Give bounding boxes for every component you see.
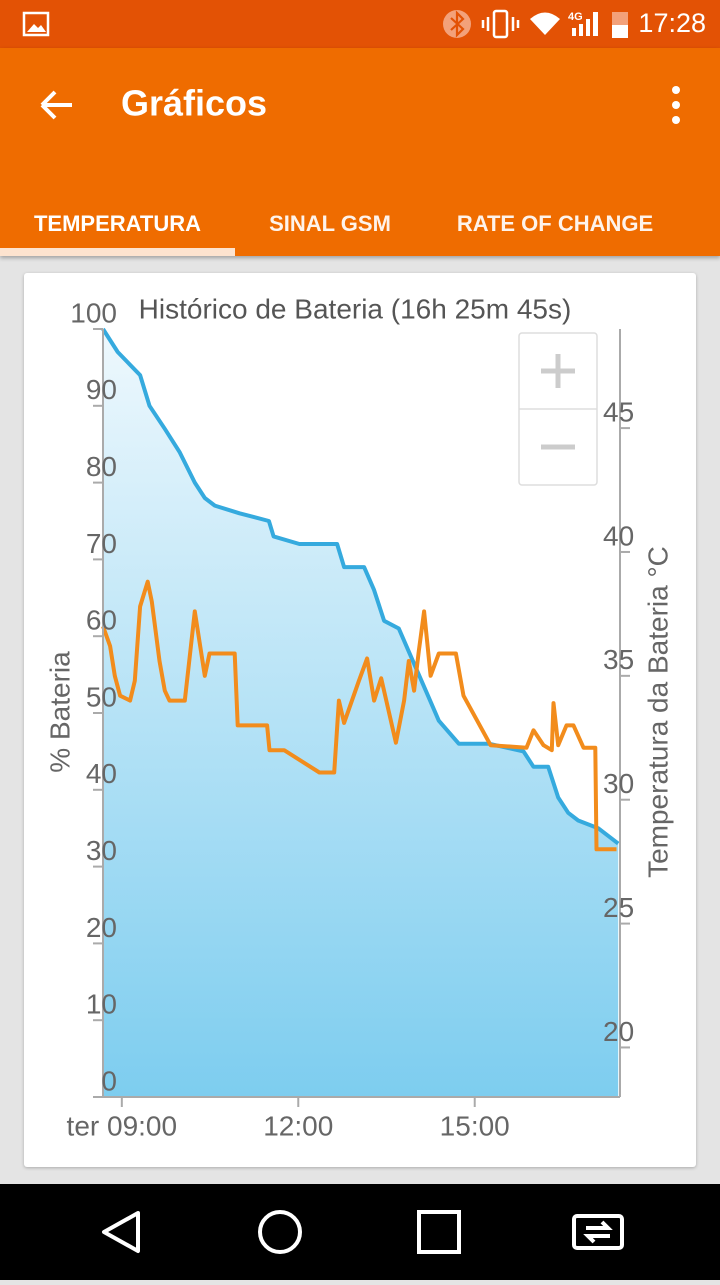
y2-tick-label: 20 bbox=[603, 1016, 634, 1047]
y2-tick-label: 40 bbox=[603, 520, 634, 551]
nav-home[interactable] bbox=[258, 1210, 302, 1254]
bluetooth-glyph bbox=[450, 10, 465, 38]
y2-tick-label: 35 bbox=[603, 644, 634, 675]
y2-axis-label: Temperatura da Bateria °C bbox=[642, 546, 673, 878]
vibrate-waves bbox=[481, 17, 520, 31]
status-bar: 4G 17:28 bbox=[0, 0, 720, 48]
chart: Histórico de Bateria (16h 25m 45s) % Bat… bbox=[44, 293, 673, 1141]
network-type: 4G bbox=[568, 11, 583, 23]
nav-back[interactable] bbox=[102, 1211, 140, 1253]
y-axis-label: % Bateria bbox=[44, 651, 75, 773]
line bbox=[101, 327, 620, 846]
y-tick-label: 80 bbox=[86, 451, 117, 482]
y-tick-label: 0 bbox=[101, 1065, 117, 1096]
y2-tick-label: 30 bbox=[603, 768, 634, 799]
y-tick-label: 40 bbox=[86, 758, 117, 789]
signal-icon bbox=[572, 12, 598, 36]
wifi-icon bbox=[530, 12, 560, 35]
y-tick-label: 10 bbox=[86, 989, 117, 1020]
vibrate-icon bbox=[492, 9, 509, 39]
overflow-menu[interactable] bbox=[672, 86, 680, 124]
tab[interactable]: TEMPERATURA bbox=[33, 211, 202, 236]
y2-tick-label: 25 bbox=[603, 892, 634, 923]
y-tick-label: 90 bbox=[86, 374, 117, 405]
x-tick-label: 15:00 bbox=[440, 1110, 510, 1141]
chart-title: Histórico de Bateria (16h 25m 45s) bbox=[139, 293, 572, 324]
back-button[interactable] bbox=[40, 90, 72, 120]
gallery-icon bbox=[22, 11, 50, 37]
app-bar-icons: Gráficos bbox=[40, 83, 680, 124]
y2-tick-label: 45 bbox=[603, 396, 634, 427]
navigation-bar bbox=[0, 1184, 720, 1280]
area bbox=[103, 329, 619, 1097]
status-icons: 4G 17:28 bbox=[22, 8, 706, 39]
y-tick-label: 60 bbox=[86, 605, 117, 636]
clock: 17:28 bbox=[638, 8, 706, 38]
y-tick-label: 30 bbox=[86, 835, 117, 866]
tab[interactable]: SINAL GSM bbox=[269, 211, 391, 236]
app-title: Gráficos bbox=[121, 83, 267, 124]
y-tick-label: 70 bbox=[86, 528, 117, 559]
x-tick-label: 12:00 bbox=[263, 1110, 333, 1141]
tab-indicator bbox=[0, 248, 235, 256]
y-tick-label: 50 bbox=[86, 681, 117, 712]
app-bar: Gráficos TEMPERATURA SINAL GSM RATE OF CHA… bbox=[0, 48, 720, 256]
x-tick-label: ter 09:00 bbox=[67, 1110, 178, 1141]
battery-level bbox=[612, 25, 628, 38]
tab[interactable]: RATE OF CHANGE bbox=[456, 211, 654, 236]
nav-switch[interactable] bbox=[572, 1214, 624, 1250]
y-tick-label: 20 bbox=[86, 912, 117, 943]
y-tick-label: 100 bbox=[70, 297, 117, 328]
gallery-icon-shape bbox=[27, 24, 46, 32]
nav-recents[interactable] bbox=[417, 1210, 461, 1254]
line bbox=[101, 579, 617, 852]
nav-icons bbox=[102, 1210, 624, 1254]
